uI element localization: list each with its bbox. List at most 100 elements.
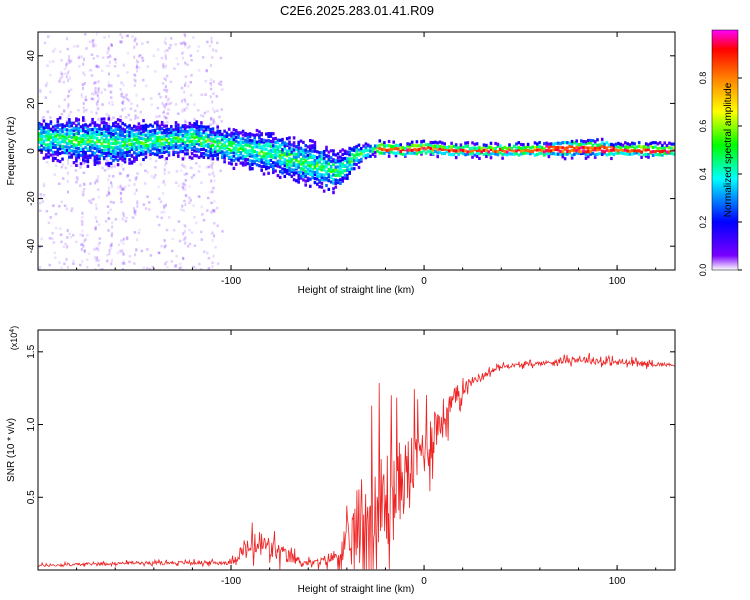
heatmap-cell — [128, 161, 131, 165]
heatmap-noise-cell — [189, 94, 193, 97]
heatmap-cell — [281, 155, 284, 159]
heatmap-cell — [128, 124, 131, 128]
heatmap-cell — [526, 144, 530, 149]
heatmap-noise-cell — [78, 65, 81, 68]
heatmap-noise-cell — [43, 41, 47, 45]
heatmap-cell — [316, 163, 319, 168]
heatmap-cell — [265, 132, 268, 136]
heatmap-cell — [116, 134, 120, 138]
heatmap-cell — [170, 142, 173, 146]
heatmap-noise-cell — [72, 259, 75, 263]
heatmap-cell — [563, 141, 567, 145]
heatmap-noise-cell — [41, 117, 44, 121]
heatmap-noise-cell — [158, 115, 161, 118]
heatmap-cell — [355, 144, 358, 149]
heatmap-cell — [200, 124, 203, 128]
heatmap-cell — [348, 167, 351, 171]
heatmap-cell — [316, 182, 319, 186]
heatmap-cell — [246, 136, 250, 140]
heatmap-cell — [554, 141, 558, 146]
heatmap-cell — [209, 147, 212, 151]
heatmap-cell — [179, 126, 182, 130]
heatmap-cell — [89, 123, 92, 127]
heatmap-cell — [216, 129, 219, 133]
heatmap-cell — [202, 144, 206, 148]
heatmap-noise-cell — [91, 97, 95, 101]
heatmap-cell — [230, 155, 233, 159]
heatmap-cell — [441, 141, 444, 145]
heatmap-cell — [248, 159, 252, 163]
heatmap-cell — [566, 141, 569, 145]
heatmap-cell — [65, 148, 69, 153]
heatmap-cell — [404, 147, 407, 151]
heatmap-cell — [237, 140, 240, 145]
heatmap-streak-cell — [133, 84, 136, 87]
heatmap-cell — [105, 122, 108, 126]
heatmap-noise-cell — [157, 251, 161, 255]
heatmap-noise-cell — [60, 59, 63, 62]
heatmap-cell — [123, 154, 127, 158]
heatmap-noise-cell — [167, 97, 171, 100]
heatmap-cell — [424, 143, 428, 147]
heatmap-noise-cell — [174, 265, 177, 268]
heatmap-cell — [227, 143, 231, 147]
heatmap-cell — [332, 158, 335, 162]
heatmap-cell — [56, 137, 60, 141]
heatmap-cell — [207, 143, 210, 147]
heatmap-noise-cell — [210, 232, 213, 235]
heatmap-cell — [501, 146, 504, 150]
heatmap-cell — [577, 149, 581, 153]
heatmap-cell — [179, 139, 182, 143]
heatmap-cell — [543, 153, 546, 157]
heatmap-streak-cell — [164, 54, 167, 58]
heatmap-noise-cell — [156, 106, 160, 110]
heatmap-cell — [450, 148, 453, 152]
heatmap-cell — [607, 152, 611, 156]
heatmap-streak-cell — [111, 43, 113, 47]
heatmap-cell — [82, 129, 85, 133]
heatmap-cell — [211, 137, 215, 141]
heatmap-cell — [311, 176, 314, 180]
heatmap-cell — [214, 140, 217, 144]
heatmap-cell — [177, 136, 180, 140]
heatmap-cell — [561, 155, 565, 159]
heatmap-cell — [499, 147, 502, 151]
heatmap-cell — [281, 150, 284, 154]
heatmap-cell — [385, 148, 389, 153]
heatmap-cell — [223, 151, 226, 155]
heatmap-cell — [302, 157, 305, 161]
heatmap-cell — [320, 157, 324, 161]
heatmap-noise-cell — [53, 47, 57, 51]
heatmap-noise-cell — [148, 201, 151, 204]
heatmap-cell — [663, 148, 666, 152]
heatmap-cell — [77, 132, 80, 136]
heatmap-streak-cell — [165, 95, 168, 99]
heatmap-cell — [251, 151, 254, 155]
heatmap-streak-cell — [122, 99, 125, 103]
heatmap-noise-cell — [68, 144, 71, 147]
heatmap-noise-cell — [211, 261, 214, 264]
heatmap-noise-cell — [165, 116, 168, 120]
heatmap-cell — [114, 128, 117, 132]
heatmap-cell — [329, 164, 333, 169]
heatmap-cell — [214, 136, 217, 140]
heatmap-cell — [316, 170, 319, 175]
heatmap-cell — [237, 143, 240, 147]
heatmap-cell — [269, 151, 273, 155]
heatmap-streak-cell — [65, 207, 68, 211]
heatmap-cell — [471, 151, 474, 155]
heatmap-streak-cell — [66, 71, 69, 75]
heatmap-cell — [644, 142, 648, 146]
heatmap-noise-cell — [44, 83, 48, 87]
heatmap-cell — [244, 138, 247, 142]
heatmap-cell — [290, 160, 294, 164]
heatmap-noise-cell — [108, 174, 111, 178]
heatmap-cell — [128, 138, 131, 142]
heatmap-cell — [292, 152, 296, 156]
heatmap-cell — [492, 151, 495, 156]
heatmap-noise-cell — [170, 260, 174, 263]
heatmap-cell — [329, 156, 333, 160]
heatmap-noise-cell — [76, 178, 79, 181]
heatmap-noise-cell — [117, 243, 121, 247]
heatmap-cell — [519, 149, 523, 153]
